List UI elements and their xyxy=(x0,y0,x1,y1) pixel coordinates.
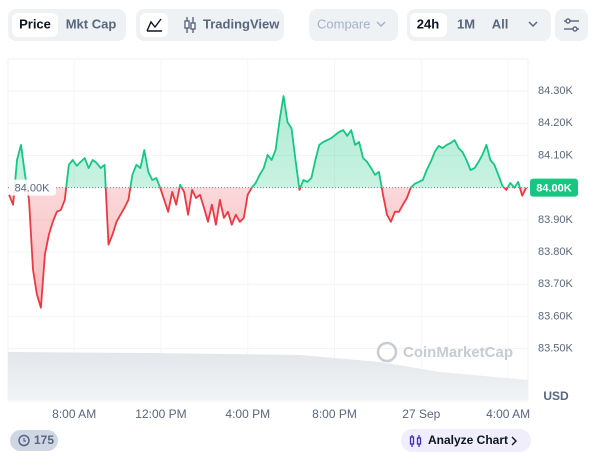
y-tick-label: 83.50K xyxy=(538,342,574,354)
price-tab-label[interactable]: Price xyxy=(19,16,51,31)
y-tick-label: 83.90K xyxy=(538,214,574,226)
toolbar: Price Mkt Cap TradingView Compare 24h 1M… xyxy=(8,9,588,41)
range-24h-label[interactable]: 24h xyxy=(417,16,439,31)
analyze-label[interactable]: Analyze Chart xyxy=(428,433,508,447)
line-icon xyxy=(146,18,162,32)
compare-label[interactable]: Compare xyxy=(317,16,370,31)
candle-icon xyxy=(184,17,196,33)
baseline-label: 84.00K xyxy=(15,183,51,195)
y-unit-label: USD xyxy=(543,389,569,403)
settings-icon xyxy=(564,18,579,32)
baseline-label-box xyxy=(9,179,56,196)
overlay: 84.00K xyxy=(8,179,528,196)
y-tick-label: 84.20K xyxy=(538,117,574,129)
clock-hands xyxy=(23,438,26,442)
analyze-icon xyxy=(409,435,422,447)
watermark: CoinMarketCap xyxy=(376,341,513,363)
chevron xyxy=(376,21,386,27)
mktcap-tab-label[interactable]: Mkt Cap xyxy=(66,16,117,31)
plot-area xyxy=(7,58,529,402)
last-price-box xyxy=(530,178,578,197)
y-tick-label: 83.70K xyxy=(538,278,574,290)
range-1m-label[interactable]: 1M xyxy=(457,16,475,31)
range-24h-button[interactable] xyxy=(410,13,447,37)
comments-count[interactable]: 175 xyxy=(34,433,54,447)
y-tick-label: 83.60K xyxy=(538,310,574,322)
area-fill-up xyxy=(9,96,527,188)
y-tick-label: 84.30K xyxy=(538,85,574,97)
y-tick-label: 84.10K xyxy=(538,149,574,161)
last-price-label: 84.00K xyxy=(536,183,572,195)
clock-icon xyxy=(18,434,30,447)
x-tick-label: 8:00 PM xyxy=(312,407,357,421)
price-line-up xyxy=(13,95,527,188)
chart-type-group xyxy=(136,9,284,41)
x-tick-label: 27 Sep xyxy=(402,407,440,421)
area-fill-down xyxy=(9,187,527,308)
x-tick-label: 4:00 AM xyxy=(486,407,530,421)
x-tick-label: 12:00 PM xyxy=(135,407,186,421)
x-tick-label: 4:00 PM xyxy=(225,407,270,421)
settings-button[interactable] xyxy=(555,9,588,41)
tradingview-label[interactable]: TradingView xyxy=(203,16,280,31)
y-tick-label: 83.80K xyxy=(538,246,574,258)
range-chevron[interactable] xyxy=(528,21,538,28)
x-tick-label: 8:00 AM xyxy=(52,407,96,421)
range-all-label[interactable]: All xyxy=(492,16,509,31)
compare-button[interactable] xyxy=(309,9,398,41)
volume-backdrop xyxy=(8,352,528,400)
watermark-text: CoinMarketCap xyxy=(403,344,513,361)
price-tab[interactable] xyxy=(12,13,58,37)
analyze-chevron xyxy=(511,436,517,446)
analyze-button[interactable] xyxy=(401,429,531,452)
series-layer xyxy=(8,95,528,309)
